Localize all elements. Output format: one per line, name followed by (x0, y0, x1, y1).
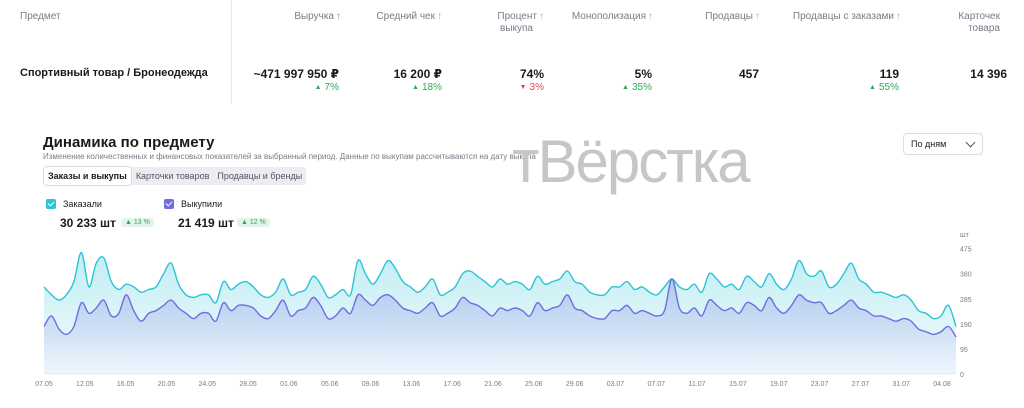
legend-ordered-label: Заказали (63, 199, 102, 209)
bought-total: 21 419 шт (178, 216, 234, 230)
x-tick-label: 05.06 (321, 381, 339, 388)
y-tick-label: 190 (960, 322, 972, 329)
buyout-value: 74% (519, 67, 544, 81)
x-tick-label: 29.06 (566, 381, 584, 388)
x-tick-label: 19.07 (770, 381, 788, 388)
up-triangle-icon: ▲ (241, 219, 250, 226)
x-tick-label: 31.07 (892, 381, 910, 388)
x-tick-label: 04.08 (933, 381, 951, 388)
header-buyout[interactable]: Процент ↑ выкупа (497, 11, 544, 34)
legend-bought[interactable]: Выкупили (164, 199, 222, 209)
sellers-with-orders-value: 119 (879, 67, 899, 81)
header-revenue[interactable]: Выручка ↑ (294, 11, 341, 22)
y-tick-label: 475 (960, 247, 972, 254)
header-sellers-with-orders[interactable]: Продавцы с заказами ↑ (792, 11, 901, 22)
dynamics-chart[interactable]: шт 0 95 190 285 380 475 07.05 12.05 16.05 20.05 24… (0, 230, 1024, 408)
tab-product-cards[interactable]: Карточки товаров (135, 171, 210, 181)
bought-change-badge: ▲ 12 % (237, 218, 270, 227)
series-line-bought[interactable] (43, 278, 957, 338)
monopoly-value: 5% (634, 67, 652, 81)
up-triangle-icon: ▲ (125, 219, 134, 226)
avg-check-change: ▲ 18% (412, 82, 442, 93)
metrics-table: Предмет Выручка ↑ Средний чек ↑ Процент ↑ в… (0, 0, 1024, 104)
ordered-total: 30 233 шт (60, 216, 116, 230)
checkbox-ordered[interactable] (46, 199, 56, 209)
header-avg-check[interactable]: Средний чек ↑ (376, 11, 442, 22)
x-tick-label: 25.06 (525, 381, 543, 388)
x-tick-label: 21.06 (484, 381, 502, 388)
tab-orders-buyouts[interactable]: Заказы и выкупы (44, 167, 131, 185)
header-subject: Предмет (20, 11, 61, 22)
x-tick-label: 03.07 (607, 381, 625, 388)
revenue-value: ~471 997 950 ₽ (253, 67, 339, 81)
legend-bought-label: Выкупили (181, 199, 223, 209)
x-tick-label: 15.07 (729, 381, 747, 388)
section-subtitle: Изменение количественных и финансовых по… (43, 152, 536, 161)
y-unit-label: шт (960, 232, 970, 239)
x-tick-label: 12.05 (76, 381, 94, 388)
y-tick-label: 95 (960, 347, 968, 354)
ordered-change-badge: ▲ 13 % (121, 218, 154, 227)
cards-value: 14 396 (970, 67, 1007, 81)
monopoly-change: ▲ 35% (622, 82, 652, 93)
x-tick-label: 13.06 (403, 381, 421, 388)
subject-name[interactable]: Спортивный товар / Бронеодежда (20, 67, 208, 79)
x-tick-label: 27.07 (852, 381, 870, 388)
sellers-with-orders-change: ▲ 55% (869, 82, 899, 93)
section-title: Динамика по предмету (43, 134, 215, 151)
sort-arrow-icon[interactable]: ↑ (755, 11, 760, 22)
series-line-ordered[interactable] (43, 251, 957, 327)
chevron-down-icon (965, 137, 976, 148)
period-select[interactable]: По дням (903, 133, 983, 155)
x-tick-label: 24.05 (199, 381, 217, 388)
down-triangle-icon: ▼ (519, 84, 527, 91)
y-tick-label: 380 (960, 272, 972, 279)
avg-check-value: 16 200 ₽ (393, 67, 442, 81)
checkbox-bought[interactable] (164, 199, 174, 209)
x-tick-label: 20.05 (158, 381, 176, 388)
view-tabs: Заказы и выкупы Карточки товаров Продавц… (43, 167, 307, 185)
y-tick-label: 285 (960, 297, 972, 304)
sellers-value: 457 (738, 67, 759, 81)
x-tick-label: 23.07 (811, 381, 829, 388)
up-triangle-icon: ▲ (622, 84, 629, 91)
sort-arrow-icon[interactable]: ↑ (539, 11, 544, 22)
sort-arrow-icon[interactable]: ↑ (896, 11, 901, 22)
x-tick-label: 17.06 (443, 381, 461, 388)
x-tick-label: 28.05 (239, 381, 257, 388)
column-divider (231, 0, 232, 104)
x-tick-label: 07.07 (648, 381, 666, 388)
x-tick-label: 09.06 (362, 381, 380, 388)
x-tick-label: 01.06 (280, 381, 298, 388)
tab-sellers-brands[interactable]: Продавцы и бренды (217, 171, 303, 181)
up-triangle-icon: ▲ (869, 84, 876, 91)
header-monopoly[interactable]: Монополизация ↑ (571, 11, 653, 22)
up-triangle-icon: ▲ (412, 84, 419, 91)
up-triangle-icon: ▲ (314, 84, 322, 91)
x-tick-label: 11.07 (689, 381, 706, 388)
sort-arrow-icon[interactable]: ↑ (437, 11, 442, 22)
header-cards[interactable]: Карточек товара (958, 11, 1000, 34)
x-tick-label: 16.05 (117, 381, 135, 388)
header-sellers[interactable]: Продавцы ↑ (705, 11, 760, 22)
watermark-logo: тВёрстка (512, 128, 751, 195)
buyout-change: ▼ 3% (519, 82, 544, 93)
sort-arrow-icon[interactable]: ↑ (648, 11, 653, 22)
series-area-bought (44, 278, 956, 374)
legend-ordered[interactable]: Заказали (46, 199, 102, 209)
revenue-change: ▲ 7% (314, 82, 339, 93)
y-tick-label: 0 (960, 372, 964, 379)
period-select-value: По дням (911, 139, 947, 149)
x-tick-label: 07.05 (35, 381, 53, 388)
sort-arrow-icon[interactable]: ↑ (336, 11, 341, 22)
